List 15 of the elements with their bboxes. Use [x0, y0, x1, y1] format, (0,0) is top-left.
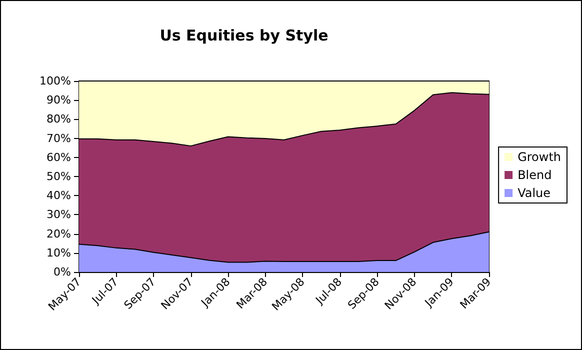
y-tick-label: 80%: [46, 112, 71, 126]
chart-title: Us Equities by Style: [160, 26, 328, 44]
y-tick-label: 30%: [46, 208, 71, 222]
y-tick-label: 60%: [46, 150, 71, 164]
y-tick-label: 70%: [46, 132, 71, 145]
legend-label: Blend: [518, 168, 552, 182]
y-tick-label: 20%: [46, 227, 71, 240]
y-tick-label: 100%: [40, 74, 71, 88]
y-tick-label: 50%: [46, 170, 71, 183]
y-tick-label: 40%: [46, 189, 71, 202]
y-tick-label: 10%: [46, 246, 71, 260]
legend-label: Value: [518, 186, 551, 200]
legend-label: Growth: [518, 150, 561, 164]
y-tick-label: 90%: [46, 94, 71, 107]
y-tick-label: 0%: [54, 266, 71, 278]
